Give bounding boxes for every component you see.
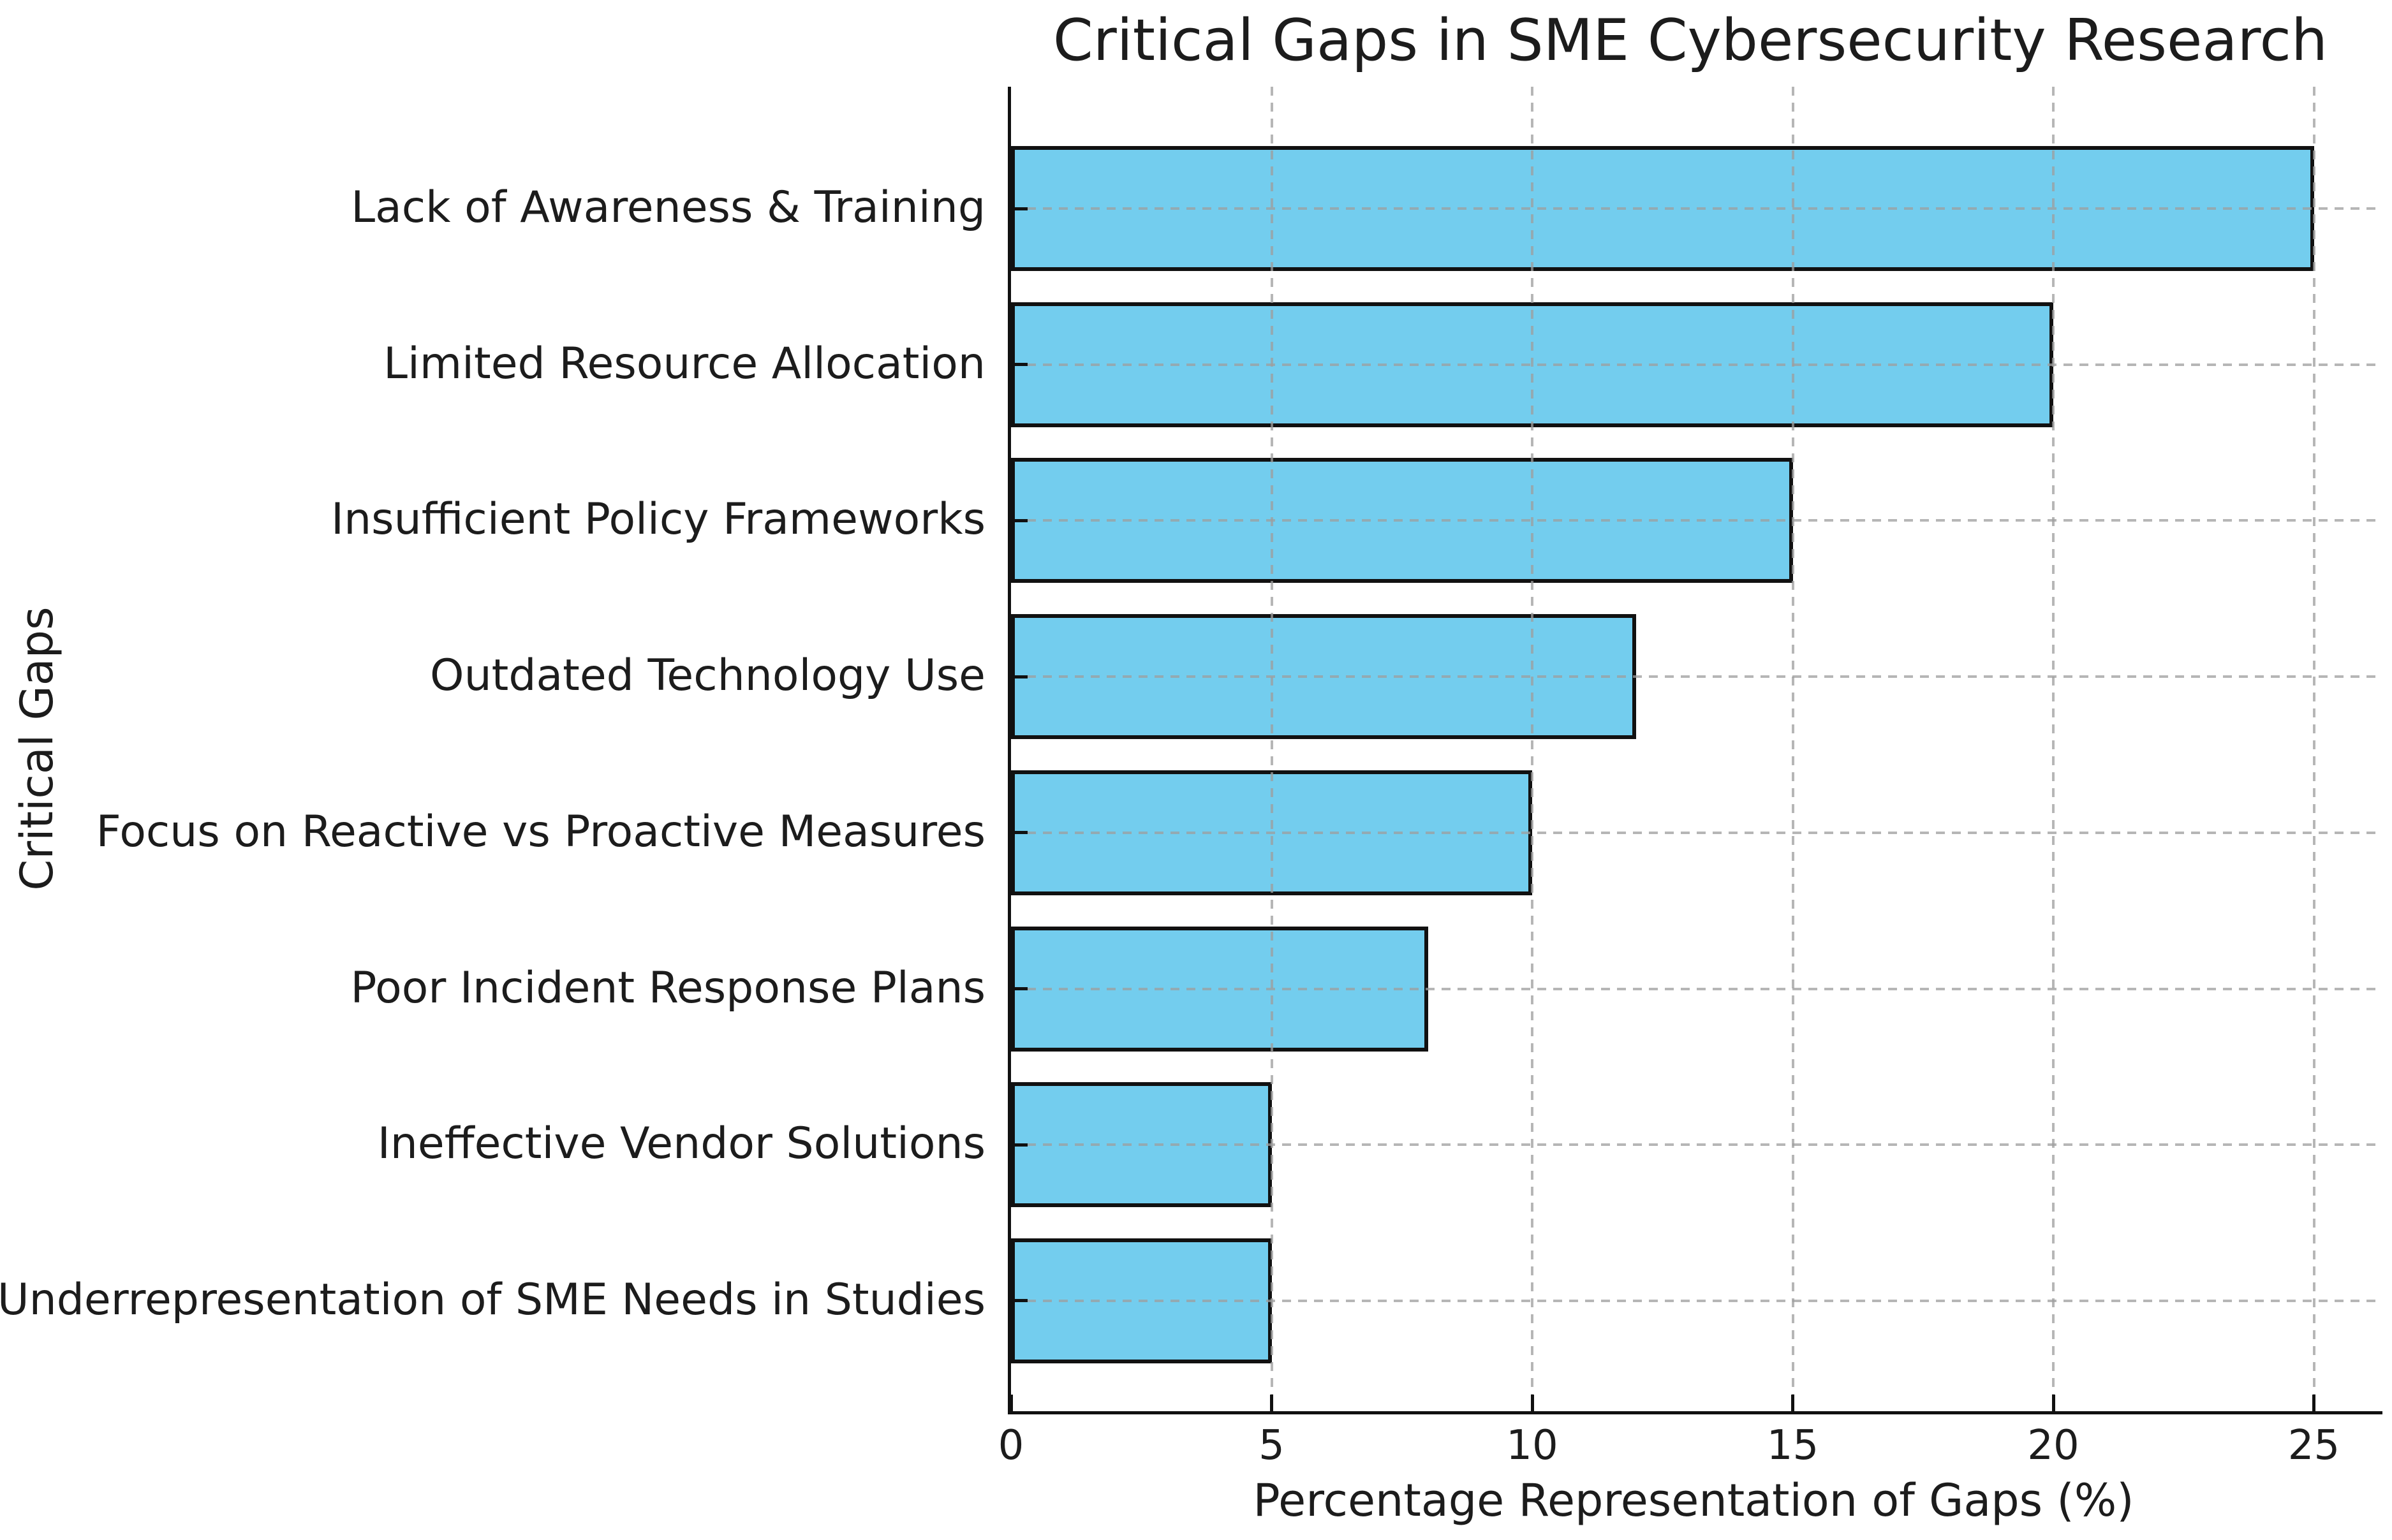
horizontal-gridline bbox=[1011, 519, 2382, 522]
y-tick bbox=[1011, 518, 1028, 522]
x-tick bbox=[1270, 1395, 1273, 1411]
y-tick bbox=[1011, 363, 1028, 367]
horizontal-gridline bbox=[1011, 363, 2382, 366]
chart-title: Critical Gaps in SME Cybersecurity Resea… bbox=[1052, 7, 2328, 74]
y-tick-label-ineffective-vendor-solutions: Ineffective Vendor Solutions bbox=[377, 1118, 986, 1170]
y-tick bbox=[1011, 831, 1028, 835]
y-axis-label: Critical Gaps bbox=[11, 606, 63, 891]
y-tick-label-focus-on-reactive-vs-proactive-measures: Focus on Reactive vs Proactive Measures bbox=[96, 806, 986, 857]
y-tick-label-lack-of-awareness-training: Lack of Awareness & Training bbox=[351, 182, 986, 233]
y-tick bbox=[1011, 1143, 1028, 1147]
vertical-gridline bbox=[2312, 87, 2315, 1411]
x-axis-label: Percentage Representation of Gaps (%) bbox=[1253, 1474, 2134, 1527]
x-tick bbox=[1791, 1395, 1794, 1411]
x-tick bbox=[1530, 1395, 1534, 1411]
horizontal-gridline bbox=[1011, 987, 2382, 990]
horizontal-gridline bbox=[1011, 207, 2382, 210]
vertical-gridline bbox=[1270, 87, 1273, 1411]
y-tick-label-poor-incident-response-plans: Poor Incident Response Plans bbox=[350, 962, 986, 1013]
x-tick-label-25: 25 bbox=[2287, 1422, 2340, 1469]
y-tick-label-underrepresentation-of-sme-needs-in-stud: Underrepresentation of SME Needs in Stud… bbox=[0, 1274, 986, 1325]
x-tick bbox=[1009, 1395, 1013, 1411]
plot-area bbox=[1008, 87, 2382, 1414]
x-tick-label-5: 5 bbox=[1259, 1422, 1285, 1469]
x-tick-label-10: 10 bbox=[1506, 1422, 1558, 1469]
horizontal-gridline bbox=[1011, 1299, 2382, 1302]
horizontal-gridline bbox=[1011, 675, 2382, 678]
y-tick bbox=[1011, 987, 1028, 990]
y-tick bbox=[1011, 207, 1028, 210]
x-tick-label-20: 20 bbox=[2027, 1422, 2079, 1469]
y-tick bbox=[1011, 1299, 1028, 1303]
horizontal-gridline bbox=[1011, 831, 2382, 834]
x-tick bbox=[2312, 1395, 2315, 1411]
vertical-gridline bbox=[1791, 87, 1794, 1411]
x-tick-label-15: 15 bbox=[1766, 1422, 1819, 1469]
y-tick-label-limited-resource-allocation: Limited Resource Allocation bbox=[383, 338, 986, 389]
vertical-gridline bbox=[1531, 87, 1533, 1411]
x-tick bbox=[2051, 1395, 2055, 1411]
y-tick-label-outdated-technology-use: Outdated Technology Use bbox=[430, 650, 986, 701]
vertical-gridline bbox=[2052, 87, 2055, 1411]
x-tick-label-0: 0 bbox=[998, 1422, 1024, 1469]
horizontal-gridline bbox=[1011, 1143, 2382, 1147]
y-tick bbox=[1011, 675, 1028, 678]
y-tick-label-insufficient-policy-frameworks: Insufficient Policy Frameworks bbox=[331, 494, 986, 545]
